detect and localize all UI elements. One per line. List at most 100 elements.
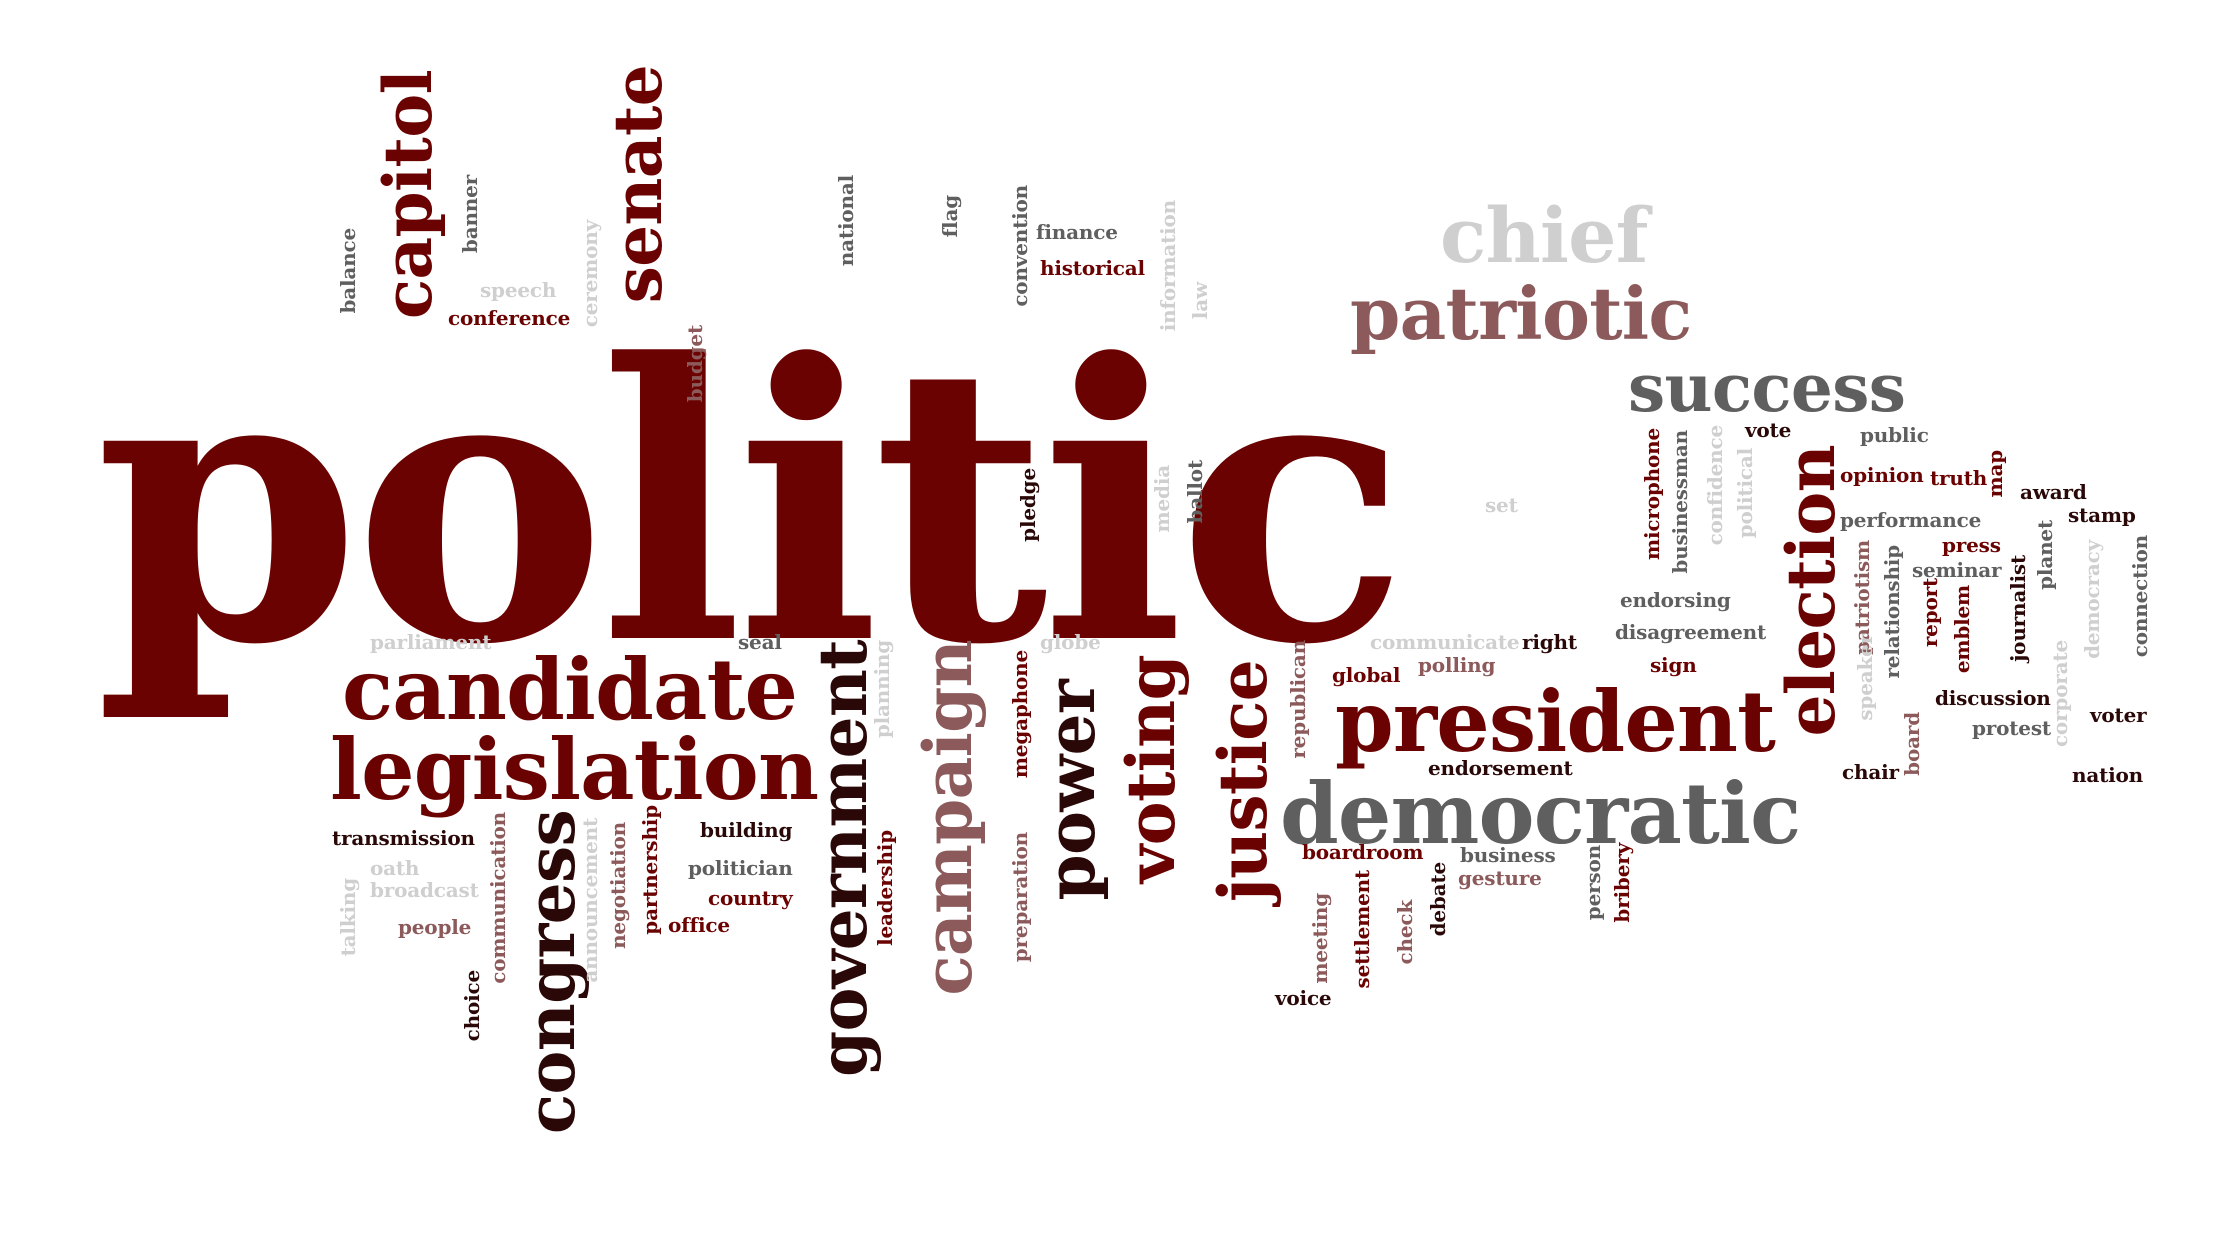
- word-talking: talking: [336, 878, 360, 957]
- word-success: success: [1628, 349, 1906, 427]
- word-negotiation: negotiation: [606, 822, 630, 949]
- word-broadcast: broadcast: [370, 878, 479, 902]
- word-people: people: [398, 915, 472, 939]
- word-building: building: [700, 818, 793, 842]
- word-democratic: democratic: [1280, 764, 1801, 863]
- word-meeting: meeting: [1308, 893, 1332, 984]
- word-connection: connection: [2128, 535, 2152, 658]
- word-report: report: [1918, 578, 1942, 648]
- word-endorsement: endorsement: [1428, 756, 1573, 780]
- word-government: government: [804, 640, 882, 1077]
- word-democracy: democracy: [2080, 540, 2104, 659]
- word-stamp: stamp: [2068, 503, 2136, 527]
- word-truth: truth: [1930, 466, 1988, 490]
- word-confidence: confidence: [1703, 425, 1727, 546]
- word-seal: seal: [738, 630, 782, 654]
- word-performance: performance: [1840, 508, 1982, 532]
- word-businessman: businessman: [1668, 430, 1692, 574]
- word-seminar: seminar: [1912, 558, 2002, 582]
- word-choice: choice: [460, 970, 484, 1042]
- word-sign: sign: [1650, 653, 1697, 677]
- word-speaker: speaker: [1853, 634, 1877, 721]
- word-preparation: preparation: [1008, 832, 1032, 963]
- word-finance: finance: [1036, 220, 1118, 244]
- word-law: law: [1188, 282, 1212, 320]
- word-republican: republican: [1286, 640, 1310, 759]
- word-power: power: [1032, 680, 1110, 901]
- word-election: election: [1772, 445, 1850, 737]
- word-communication: communication: [486, 812, 510, 984]
- word-vote: vote: [1745, 418, 1792, 442]
- word-conference: conference: [448, 306, 571, 330]
- word-microphone: microphone: [1640, 428, 1664, 560]
- word-banner: banner: [458, 175, 482, 254]
- word-convention: convention: [1008, 185, 1032, 307]
- word-corporate: corporate: [2048, 640, 2072, 748]
- word-balance: balance: [336, 228, 360, 314]
- word-gesture: gesture: [1458, 866, 1542, 890]
- word-leadership: leadership: [873, 830, 897, 946]
- word-announcement: announcement: [578, 818, 602, 983]
- word-planning: planning: [870, 640, 894, 739]
- word-media: media: [1150, 465, 1174, 533]
- word-country: country: [708, 886, 793, 910]
- word-justice: justice: [1204, 660, 1282, 903]
- word-candidate: candidate: [342, 640, 798, 739]
- word-disagreement: disagreement: [1615, 620, 1767, 644]
- word-public: public: [1860, 423, 1929, 447]
- word-right: right: [1522, 630, 1577, 654]
- word-voter: voter: [2090, 703, 2147, 727]
- word-office: office: [668, 913, 730, 937]
- word-board: board: [1900, 712, 1924, 776]
- word-transmission: transmission: [332, 826, 475, 850]
- word-voting: voting: [1112, 655, 1190, 884]
- word-chair: chair: [1842, 760, 1899, 784]
- word-business: business: [1460, 843, 1556, 867]
- word-politic: politic: [95, 281, 1409, 728]
- word-communicate: communicate: [1370, 630, 1520, 654]
- word-president: president: [1335, 672, 1776, 771]
- word-chief: chief: [1440, 191, 1648, 280]
- word-award: award: [2020, 480, 2087, 504]
- word-parliament: parliament: [370, 630, 492, 654]
- word-settlement: settlement: [1350, 870, 1374, 989]
- word-budget: budget: [683, 325, 707, 403]
- word-planet: planet: [2033, 520, 2057, 590]
- word-protest: protest: [1972, 716, 2051, 740]
- word-endorsing: endorsing: [1620, 588, 1731, 612]
- word-nation: nation: [2072, 763, 2144, 787]
- word-global: global: [1332, 663, 1401, 687]
- word-polling: polling: [1418, 653, 1496, 677]
- word-person: person: [1581, 845, 1605, 921]
- word-senate: senate: [599, 65, 677, 304]
- word-politician: politician: [688, 856, 793, 880]
- word-oath: oath: [370, 856, 420, 880]
- word-campaign: campaign: [909, 640, 987, 996]
- word-discussion: discussion: [1935, 686, 2051, 710]
- word-patriotic: patriotic: [1350, 271, 1692, 356]
- word-historical: historical: [1040, 256, 1145, 280]
- word-megaphone: megaphone: [1008, 650, 1032, 779]
- word-boardroom: boardroom: [1302, 840, 1424, 864]
- word-press: press: [1942, 533, 2001, 557]
- word-debate: debate: [1426, 862, 1450, 937]
- word-political: political: [1733, 448, 1757, 539]
- word-partnership: partnership: [638, 805, 662, 935]
- word-journalist: journalist: [2006, 555, 2030, 662]
- word-national: national: [834, 175, 858, 267]
- word-voice: voice: [1275, 986, 1332, 1010]
- word-pledge: pledge: [1016, 468, 1040, 542]
- word-relationship: relationship: [1880, 545, 1904, 679]
- word-opinion: opinion: [1840, 463, 1924, 487]
- word-bribery: bribery: [1610, 843, 1634, 923]
- word-ceremony: ceremony: [578, 220, 602, 328]
- word-ballot: ballot: [1183, 460, 1207, 524]
- word-emblem: emblem: [1950, 585, 1974, 674]
- word-speech: speech: [480, 278, 557, 302]
- word-check: check: [1393, 900, 1417, 965]
- word-set: set: [1485, 493, 1518, 517]
- word-flag: flag: [938, 195, 962, 238]
- word-legislation: legislation: [330, 720, 819, 819]
- word-congress: congress: [512, 810, 590, 1135]
